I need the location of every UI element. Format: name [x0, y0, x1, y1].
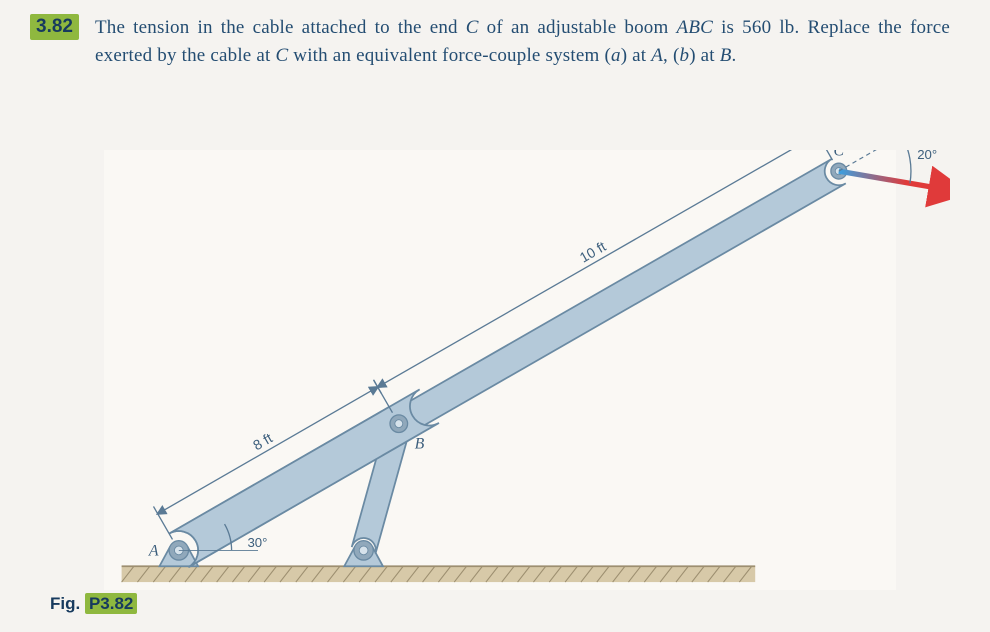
problem-statement: 3.82 The tension in the cable attached t… — [30, 14, 950, 69]
svg-text:B: B — [415, 435, 425, 452]
svg-text:20°: 20° — [917, 150, 937, 162]
problem-number: 3.82 — [30, 14, 79, 40]
figure-caption: Fig. P3.82 — [50, 594, 137, 614]
svg-text:30°: 30° — [247, 535, 267, 550]
problem-text-body: The tension in the cable attached to the… — [95, 14, 950, 69]
figure-area: 8 ft10 ft30°20°ABCT Fig. P3.82 — [50, 150, 950, 620]
boom-diagram: 8 ft10 ft30°20°ABCT — [50, 150, 950, 590]
svg-text:C: C — [834, 150, 845, 159]
svg-text:A: A — [148, 543, 159, 560]
